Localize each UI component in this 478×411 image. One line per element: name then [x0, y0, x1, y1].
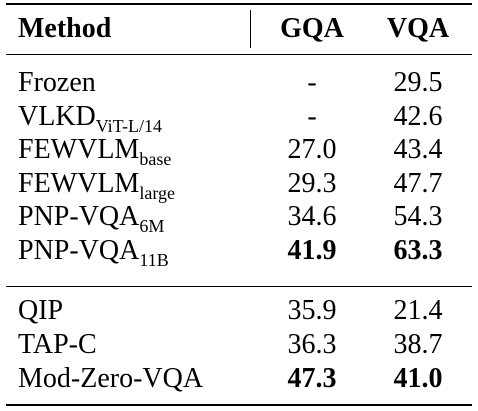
method-subscript: 11B	[139, 249, 169, 270]
method-label: Frozen	[18, 67, 96, 98]
header-vqa: VQA	[386, 13, 450, 44]
method-name: PNP-VQA6M	[18, 200, 165, 236]
method-subscript: large	[139, 182, 175, 203]
method-name: Frozen	[18, 66, 96, 100]
vqa-value: 63.3	[393, 234, 443, 266]
method-name: QIP	[18, 294, 63, 328]
vqa-value: 21.4	[393, 295, 443, 326]
gqa-value: 34.6	[287, 201, 337, 232]
vqa-value: 38.7	[393, 329, 443, 360]
vqa-value: 47.7	[393, 167, 443, 199]
gqa-value: 47.3	[287, 363, 337, 394]
method-label: QIP	[18, 295, 64, 326]
bottom-rule	[6, 404, 472, 406]
method-label: VLKD	[18, 100, 96, 132]
method-name: FEWVLMlarge	[18, 167, 175, 203]
method-name: VLKDViT-L/14	[18, 100, 163, 136]
vqa-value: 42.6	[393, 100, 443, 132]
gqa-value: -	[307, 100, 317, 132]
gqa-value: -	[307, 67, 317, 98]
method-subscript: 6M	[139, 216, 165, 236]
method-subscript: base	[139, 149, 172, 169]
header-rule	[6, 54, 472, 55]
method-label: Mod-Zero-VQA	[18, 363, 204, 394]
vqa-value: 54.3	[393, 201, 443, 232]
vqa-value: 41.0	[393, 363, 443, 394]
top-rule	[6, 3, 472, 5]
method-label: TAP-C	[18, 329, 97, 360]
method-name: TAP-C	[18, 328, 97, 362]
method-label: PNP-VQA	[18, 201, 140, 232]
header-method: Method	[18, 13, 112, 44]
method-name: PNP-VQA11B	[18, 234, 169, 270]
results-table: Method GQA VQA Frozen - 29.5 VLKDViT-L/14 - 4…	[6, 0, 472, 411]
vqa-value: 43.4	[393, 134, 443, 165]
method-label: PNP-VQA	[18, 234, 140, 266]
method-subscript: ViT-L/14	[95, 115, 163, 136]
group-separator-rule	[6, 286, 472, 287]
header-gqa: GQA	[280, 13, 344, 44]
method-name: Mod-Zero-VQA	[18, 362, 203, 396]
method-label: FEWVLM	[18, 134, 140, 165]
gqa-value: 27.0	[287, 134, 337, 165]
vqa-value: 29.5	[393, 67, 443, 98]
gqa-value: 29.3	[287, 167, 337, 199]
gqa-value: 36.3	[287, 329, 337, 360]
gqa-value: 41.9	[287, 234, 337, 266]
method-label: FEWVLM	[18, 167, 140, 199]
method-name: FEWVLMbase	[18, 133, 172, 169]
gqa-value: 35.9	[287, 295, 337, 326]
header-separator	[250, 10, 251, 48]
